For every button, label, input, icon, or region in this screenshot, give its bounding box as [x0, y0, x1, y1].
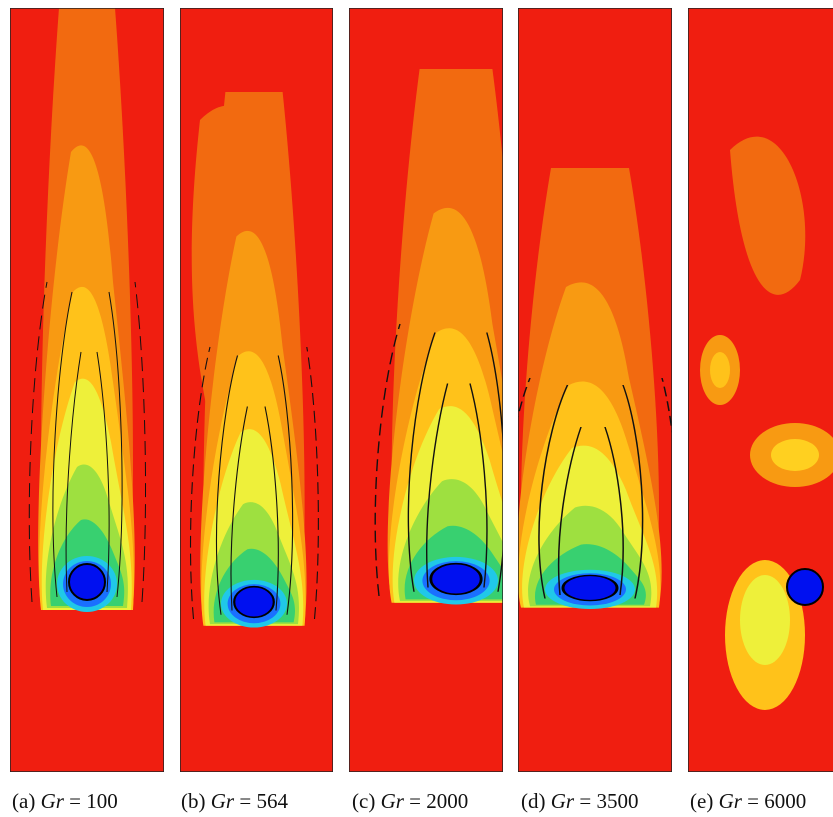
panel-d: [503, 8, 677, 772]
caption-d: (d) Gr = 3500: [521, 789, 638, 813]
figure: (a) Gr = 100 (b) Gr = 564 (c) Gr = 2000 …: [0, 0, 833, 817]
panel-b: [180, 8, 333, 772]
panel-a: [10, 0, 164, 772]
panel-c: [349, 8, 538, 772]
panel-e: [688, 8, 833, 772]
caption-c: (c) Gr = 2000: [352, 789, 468, 813]
caption-e: (e) Gr = 6000: [690, 789, 806, 813]
caption-b: (b) Gr = 564: [181, 789, 288, 813]
caption-a: (a) Gr = 100: [12, 789, 118, 813]
